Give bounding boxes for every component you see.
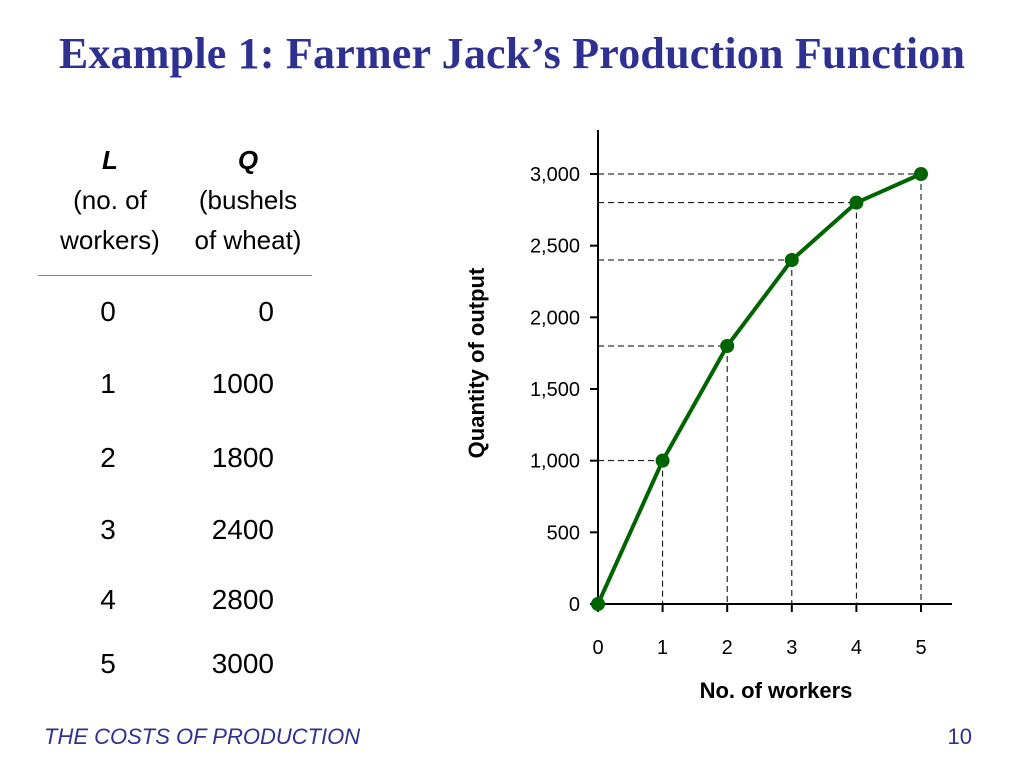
workers-value: 0 [100,296,116,327]
x-tick-label: 2 [722,637,733,659]
workers-value: 5 [100,648,116,679]
data-point [849,195,864,210]
data-point [784,253,799,267]
workers-value: 3 [100,514,116,545]
output-value: 2800 [211,584,274,615]
series-line [596,172,922,605]
page-number: 10 [947,724,972,749]
y-tick-label: 1,000 [530,451,580,473]
output-value: 1800 [211,442,274,473]
output-value: 3000 [211,648,274,679]
column-desc-q-1: (bushels [198,185,298,215]
column-desc-l-1: (no. of [73,185,147,215]
footer-text: THE COSTS OF PRODUCTION [44,724,361,749]
y-tick-label: 500 [547,522,580,544]
data-point [914,167,928,181]
column-symbol-l: L [102,145,118,175]
output-value: 1000 [211,368,274,399]
data-point [655,453,670,468]
x-tick-label: 1 [657,637,668,659]
workers-value: 1 [100,368,116,399]
column-desc-q-2: of wheat) [194,225,302,255]
output-value: 2400 [211,514,274,545]
column-desc-l-2: workers) [60,225,160,255]
x-tick-label: 3 [786,637,797,659]
y-axis-title: Quantity of output [464,267,489,458]
column-symbol-q: Q [237,145,259,175]
y-tick-label: 2,000 [530,307,580,329]
data-point [591,597,605,611]
output-value: 0 [258,296,274,327]
data-point [720,339,735,353]
x-tick-label: 0 [592,637,603,659]
y-tick-label: 0 [569,594,580,616]
y-tick-label: 3,000 [530,164,580,186]
x-axis-title: No. of workers [700,678,853,703]
slide-title: Example 1: Farmer Jack’s Production Func… [58,29,966,78]
workers-value: 2 [100,442,116,473]
table-header-rule [38,275,312,276]
x-tick-label: 5 [915,637,926,659]
column-header-output: Q (bushels of wheat) [178,140,318,260]
y-tick-label: 1,500 [530,379,580,401]
y-tick-label: 2,500 [530,236,580,258]
column-header-workers: L (no. of workers) [40,140,180,260]
workers-value: 4 [100,584,116,615]
x-tick-label: 4 [851,637,862,659]
